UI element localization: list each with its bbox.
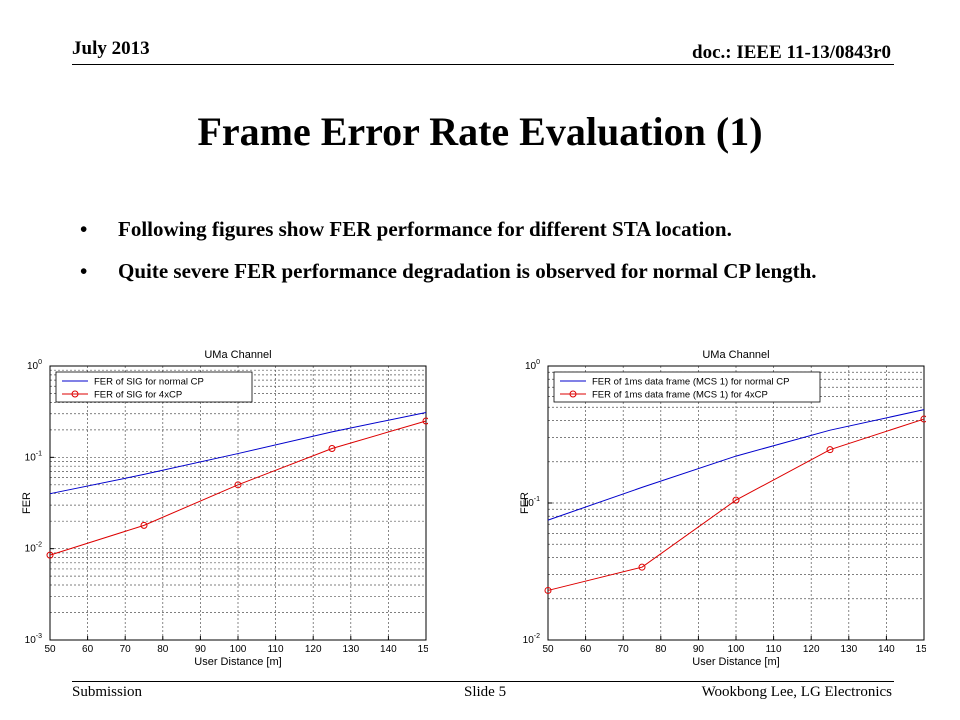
x-tick-label: 60: [580, 644, 592, 655]
x-tick-label: 120: [305, 644, 322, 655]
series-line: [49, 411, 427, 495]
header-date: July 2013: [72, 38, 150, 59]
footer-author: Wookbong Lee, LG Electronics: [701, 684, 892, 700]
x-axis-label: User Distance [m]: [194, 656, 281, 668]
bullet-item: • Following figures show FER performance …: [80, 214, 840, 244]
x-tick-label: 70: [618, 644, 630, 655]
legend-label: FER of 1ms data frame (MCS 1) for 4xCP: [592, 390, 768, 401]
header-divider: [72, 64, 894, 65]
data-point: [328, 444, 336, 452]
x-tick-label: 50: [542, 644, 554, 655]
fer-data-frame-chart-svg: 506070809010011012013014015010-210-1100U…: [519, 349, 926, 668]
series-line: [547, 409, 925, 521]
data-point: [638, 563, 646, 571]
y-tick-label: 10-2: [25, 542, 42, 555]
x-tick-label: 150: [916, 644, 926, 655]
x-tick-label: 100: [230, 644, 247, 655]
bullet-text: Following figures show FER performance f…: [118, 217, 732, 241]
x-tick-label: 110: [766, 644, 782, 655]
legend-box: [55, 371, 253, 403]
data-point: [544, 586, 552, 594]
chart-title: UMa Channel: [204, 349, 271, 361]
y-tick-label: 100: [525, 359, 540, 372]
bullet-dot-icon: •: [80, 259, 88, 283]
x-tick-label: 50: [44, 644, 56, 655]
bullet-dot-icon: •: [80, 217, 88, 241]
data-point: [140, 521, 148, 529]
x-tick-label: 90: [693, 644, 705, 655]
footer-slide-number: Slide 5: [464, 684, 507, 700]
series-line: [49, 420, 427, 556]
chart-title: UMa Channel: [702, 349, 769, 361]
legend-label: FER of SIG for 4xCP: [94, 390, 182, 401]
legend: FER of SIG for normal CP FER of SIG for 4…: [55, 371, 253, 403]
legend-marker: [71, 390, 79, 398]
data-point: [920, 415, 926, 423]
data-point: [234, 481, 242, 489]
y-tick-label: 10-1: [25, 450, 42, 463]
x-tick-label: 140: [380, 644, 397, 655]
x-tick-label: 110: [268, 644, 284, 655]
legend-box: [553, 371, 821, 403]
y-tick-label: 10-1: [523, 496, 540, 509]
x-tick-label: 120: [803, 644, 820, 655]
x-tick-label: 80: [655, 644, 667, 655]
x-tick-label: 130: [342, 644, 359, 655]
x-tick-label: 100: [728, 644, 745, 655]
fer-sig-chart-svg: 50 60 70 80 90 100 110 120 130 140 150 10-3 10-2 10-1…: [21, 349, 428, 668]
x-tick-label: 90: [195, 644, 207, 655]
x-tick-label: 60: [82, 644, 94, 655]
y-tick-label: 10-2: [523, 633, 540, 646]
data-point: [422, 417, 428, 425]
footer-submission: Submission: [72, 684, 143, 700]
header-doc-id: doc.: IEEE 11-13/0843r0: [692, 42, 891, 63]
x-tick-label: 130: [840, 644, 857, 655]
data-point: [46, 551, 54, 559]
fer-sig-chart: 50 60 70 80 90 100 110 120 130 140 150 10-3 10-2 10-1…: [16, 342, 428, 672]
bullet-item: • Quite severe FER performance degradatio…: [80, 256, 840, 286]
x-tick-label: 140: [878, 644, 895, 655]
slide-title: Frame Error Rate Evaluation (1): [197, 109, 763, 154]
data-point: [826, 446, 834, 454]
x-tick-label: 80: [157, 644, 169, 655]
legend-label: FER of SIG for normal CP: [94, 377, 204, 388]
bullet-text: Quite severe FER performance degradation…: [118, 259, 817, 283]
fer-data-frame-chart: 506070809010011012013014015010-210-1100U…: [514, 342, 926, 672]
y-axis-label: FER: [519, 492, 531, 514]
data-point: [732, 496, 740, 504]
y-tick-label: 10-3: [25, 633, 42, 646]
y-tick-label: 100: [27, 359, 42, 372]
x-tick-label: 150: [418, 644, 428, 655]
y-axis-label: FER: [21, 492, 33, 514]
legend-label: FER of 1ms data frame (MCS 1) for normal…: [592, 377, 789, 388]
footer-divider: [72, 681, 894, 682]
x-tick-label: 70: [120, 644, 132, 655]
legend-marker: [569, 390, 577, 398]
series-line: [547, 418, 925, 591]
bullet-list: • Following figures show FER performance …: [80, 214, 840, 298]
x-axis-label: User Distance [m]: [692, 656, 779, 668]
legend: FER of 1ms data frame (MCS 1) for normal…: [553, 371, 821, 403]
